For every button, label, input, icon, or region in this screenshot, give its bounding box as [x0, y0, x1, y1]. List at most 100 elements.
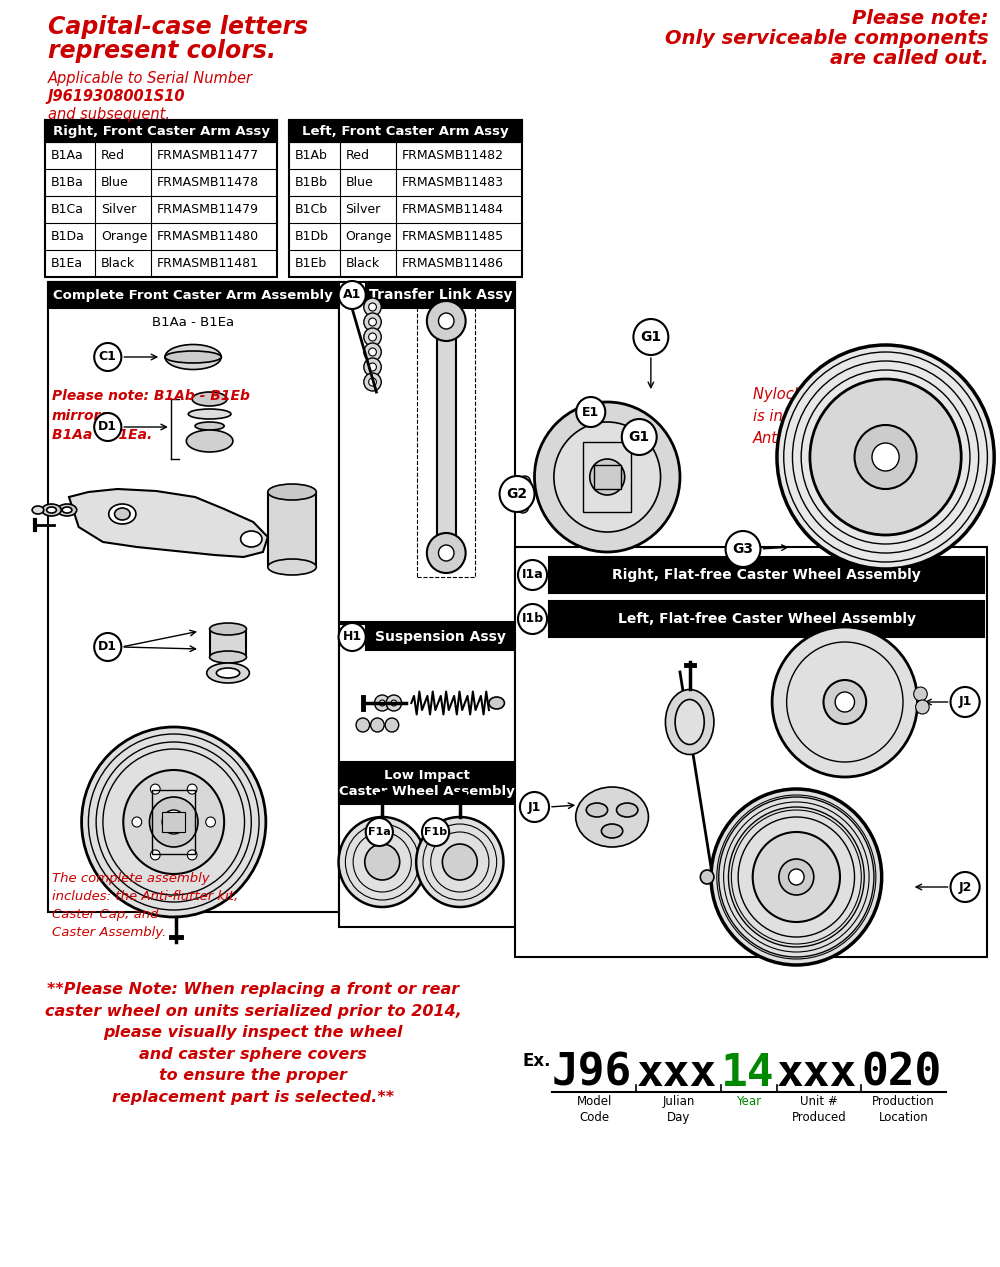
Circle shape	[364, 343, 381, 361]
Ellipse shape	[210, 623, 246, 635]
Circle shape	[916, 699, 929, 715]
Ellipse shape	[62, 507, 72, 513]
Text: Left: Left	[424, 850, 447, 863]
Ellipse shape	[165, 345, 221, 370]
Ellipse shape	[207, 663, 249, 683]
Text: FRMASMB11477: FRMASMB11477	[157, 150, 259, 162]
Text: B1Eb: B1Eb	[295, 257, 327, 270]
Circle shape	[379, 699, 385, 706]
Ellipse shape	[57, 504, 77, 516]
Bar	[369, 840, 396, 884]
Circle shape	[835, 692, 855, 712]
Bar	[48, 283, 339, 912]
Bar	[339, 625, 515, 761]
Text: FRMASMB11481: FRMASMB11481	[157, 257, 259, 270]
Text: B1Da: B1Da	[51, 231, 84, 243]
Text: Right, Flat-free Caster Wheel Assembly: Right, Flat-free Caster Wheel Assembly	[612, 568, 921, 582]
Text: J9619308001S10: J9619308001S10	[48, 89, 185, 104]
Bar	[437, 321, 456, 552]
Text: 14: 14	[721, 1052, 774, 1095]
Text: **Please Note: When replacing a front or rear
caster wheel on units serialized p: **Please Note: When replacing a front or…	[45, 982, 462, 1105]
Circle shape	[416, 817, 503, 907]
Text: Blue: Blue	[101, 176, 129, 189]
Text: H1: H1	[343, 631, 362, 644]
Text: represent colors.: represent colors.	[48, 39, 276, 63]
Circle shape	[855, 424, 917, 489]
Text: D1: D1	[98, 421, 117, 433]
Text: B1Aa: B1Aa	[51, 150, 83, 162]
Circle shape	[753, 832, 840, 922]
Circle shape	[385, 718, 399, 732]
Bar	[366, 283, 515, 308]
Circle shape	[369, 364, 376, 371]
Bar	[45, 120, 277, 277]
Text: FRMASMB11480: FRMASMB11480	[157, 231, 259, 243]
Text: Left, Front Caster Arm Assy: Left, Front Caster Arm Assy	[302, 124, 509, 138]
Bar	[594, 465, 621, 489]
Text: Complete Front Caster Arm Assembly: Complete Front Caster Arm Assembly	[53, 289, 333, 302]
Bar	[549, 601, 984, 637]
Circle shape	[622, 419, 657, 455]
Text: Please note:: Please note:	[852, 9, 988, 28]
Text: FRMASMB11479: FRMASMB11479	[157, 203, 259, 215]
Circle shape	[364, 313, 381, 331]
Text: Orange: Orange	[101, 231, 147, 243]
Text: FRMASMB11484: FRMASMB11484	[402, 203, 504, 215]
Text: Black: Black	[101, 257, 135, 270]
Text: Silver: Silver	[345, 203, 381, 215]
Ellipse shape	[700, 870, 714, 884]
Circle shape	[366, 818, 393, 846]
Circle shape	[777, 345, 994, 569]
Circle shape	[339, 817, 426, 907]
Text: C1: C1	[99, 351, 117, 364]
Text: and subsequent.: and subsequent.	[48, 106, 170, 122]
Text: Capital-case letters: Capital-case letters	[48, 15, 308, 39]
Bar	[289, 120, 522, 277]
Text: Left, Flat-free Caster Wheel Assembly: Left, Flat-free Caster Wheel Assembly	[618, 612, 916, 626]
Bar	[515, 547, 987, 957]
Text: Blue: Blue	[345, 176, 373, 189]
Circle shape	[386, 696, 402, 711]
Text: Suspension Assy: Suspension Assy	[375, 630, 506, 644]
Text: B1Ea: B1Ea	[51, 257, 83, 270]
Circle shape	[534, 402, 680, 552]
Text: B1Ba: B1Ba	[51, 176, 83, 189]
Circle shape	[187, 784, 197, 794]
Circle shape	[427, 533, 466, 573]
Circle shape	[517, 500, 529, 513]
Text: Orange: Orange	[345, 231, 392, 243]
Circle shape	[365, 844, 400, 881]
Circle shape	[500, 476, 534, 512]
Circle shape	[633, 319, 668, 355]
Ellipse shape	[188, 409, 231, 419]
Circle shape	[374, 696, 390, 711]
Text: J96: J96	[552, 1052, 632, 1095]
Text: FRMASMB11485: FRMASMB11485	[402, 231, 504, 243]
Circle shape	[369, 348, 376, 356]
Circle shape	[364, 328, 381, 346]
Text: Transfer Link Assy: Transfer Link Assy	[369, 288, 512, 302]
Text: F1a: F1a	[368, 827, 391, 837]
Ellipse shape	[186, 430, 233, 452]
Bar	[268, 492, 316, 568]
Text: G1: G1	[640, 329, 661, 345]
Circle shape	[339, 281, 366, 309]
Text: Production
Location: Production Location	[872, 1095, 935, 1124]
Circle shape	[150, 784, 160, 794]
Bar	[289, 120, 522, 142]
Circle shape	[711, 789, 882, 965]
Bar	[339, 764, 515, 805]
Circle shape	[369, 378, 376, 386]
Text: 020: 020	[861, 1052, 942, 1095]
Text: Applicable to Serial Number: Applicable to Serial Number	[48, 71, 253, 86]
Text: J1: J1	[958, 696, 972, 708]
Text: I1a: I1a	[522, 569, 543, 582]
Text: B1Ca: B1Ca	[51, 203, 84, 215]
Ellipse shape	[42, 504, 61, 516]
Circle shape	[442, 844, 477, 881]
Text: A1: A1	[343, 289, 361, 302]
Circle shape	[123, 770, 224, 874]
Circle shape	[779, 859, 814, 895]
Text: FRMASMB11486: FRMASMB11486	[402, 257, 504, 270]
Text: J1: J1	[528, 801, 541, 813]
